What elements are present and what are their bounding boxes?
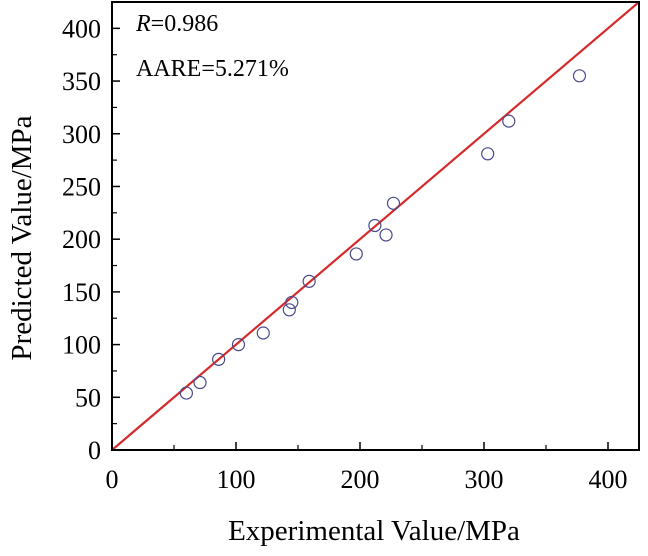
y-tick-label: 100 (62, 331, 101, 360)
y-axis-title: Predicted Value/MPa (6, 115, 38, 360)
data-point (256, 326, 270, 340)
x-tick-label: 300 (465, 465, 504, 494)
data-point (481, 147, 495, 161)
data-point (179, 386, 193, 400)
data-point (386, 196, 401, 210)
y-tick-label: 0 (88, 436, 101, 465)
y-tick-label: 250 (62, 172, 101, 201)
data-point (302, 274, 316, 288)
data-point (212, 352, 226, 366)
r-symbol: R (135, 11, 151, 37)
x-tick-label: 200 (341, 465, 380, 494)
data-point (572, 69, 587, 83)
r-annotation: R=0.986 (135, 11, 218, 37)
data-point (349, 247, 363, 261)
y-tick-label: 300 (62, 120, 101, 149)
data-point (379, 228, 393, 242)
reference-line (111, 1, 640, 451)
data-point (282, 303, 296, 317)
data-point (193, 375, 207, 390)
r-value: =0.986 (151, 11, 219, 37)
data-points (179, 69, 587, 400)
y-tick-label: 50 (75, 383, 101, 412)
plot-frame (111, 1, 640, 451)
x-tick-label: 400 (589, 465, 628, 494)
y-tick-label: 350 (62, 67, 101, 96)
x-tick-label: 0 (106, 465, 119, 494)
y-tick-label: 150 (62, 278, 101, 307)
y-tick-label: 200 (62, 225, 101, 254)
y-axis-ticks: 0 50 100 150 200 250 300 350 400 (62, 14, 120, 465)
data-point (502, 114, 516, 128)
data-point (368, 218, 382, 233)
aare-annotation: AARE=5.271% (136, 56, 289, 82)
data-point (285, 295, 299, 310)
y-tick-label: 400 (62, 14, 101, 43)
x-axis-ticks: 0 100 200 300 400 (106, 442, 628, 494)
data-point (231, 337, 246, 352)
x-axis-title: Experimental Value/MPa (228, 515, 520, 547)
x-tick-label: 100 (217, 465, 256, 494)
